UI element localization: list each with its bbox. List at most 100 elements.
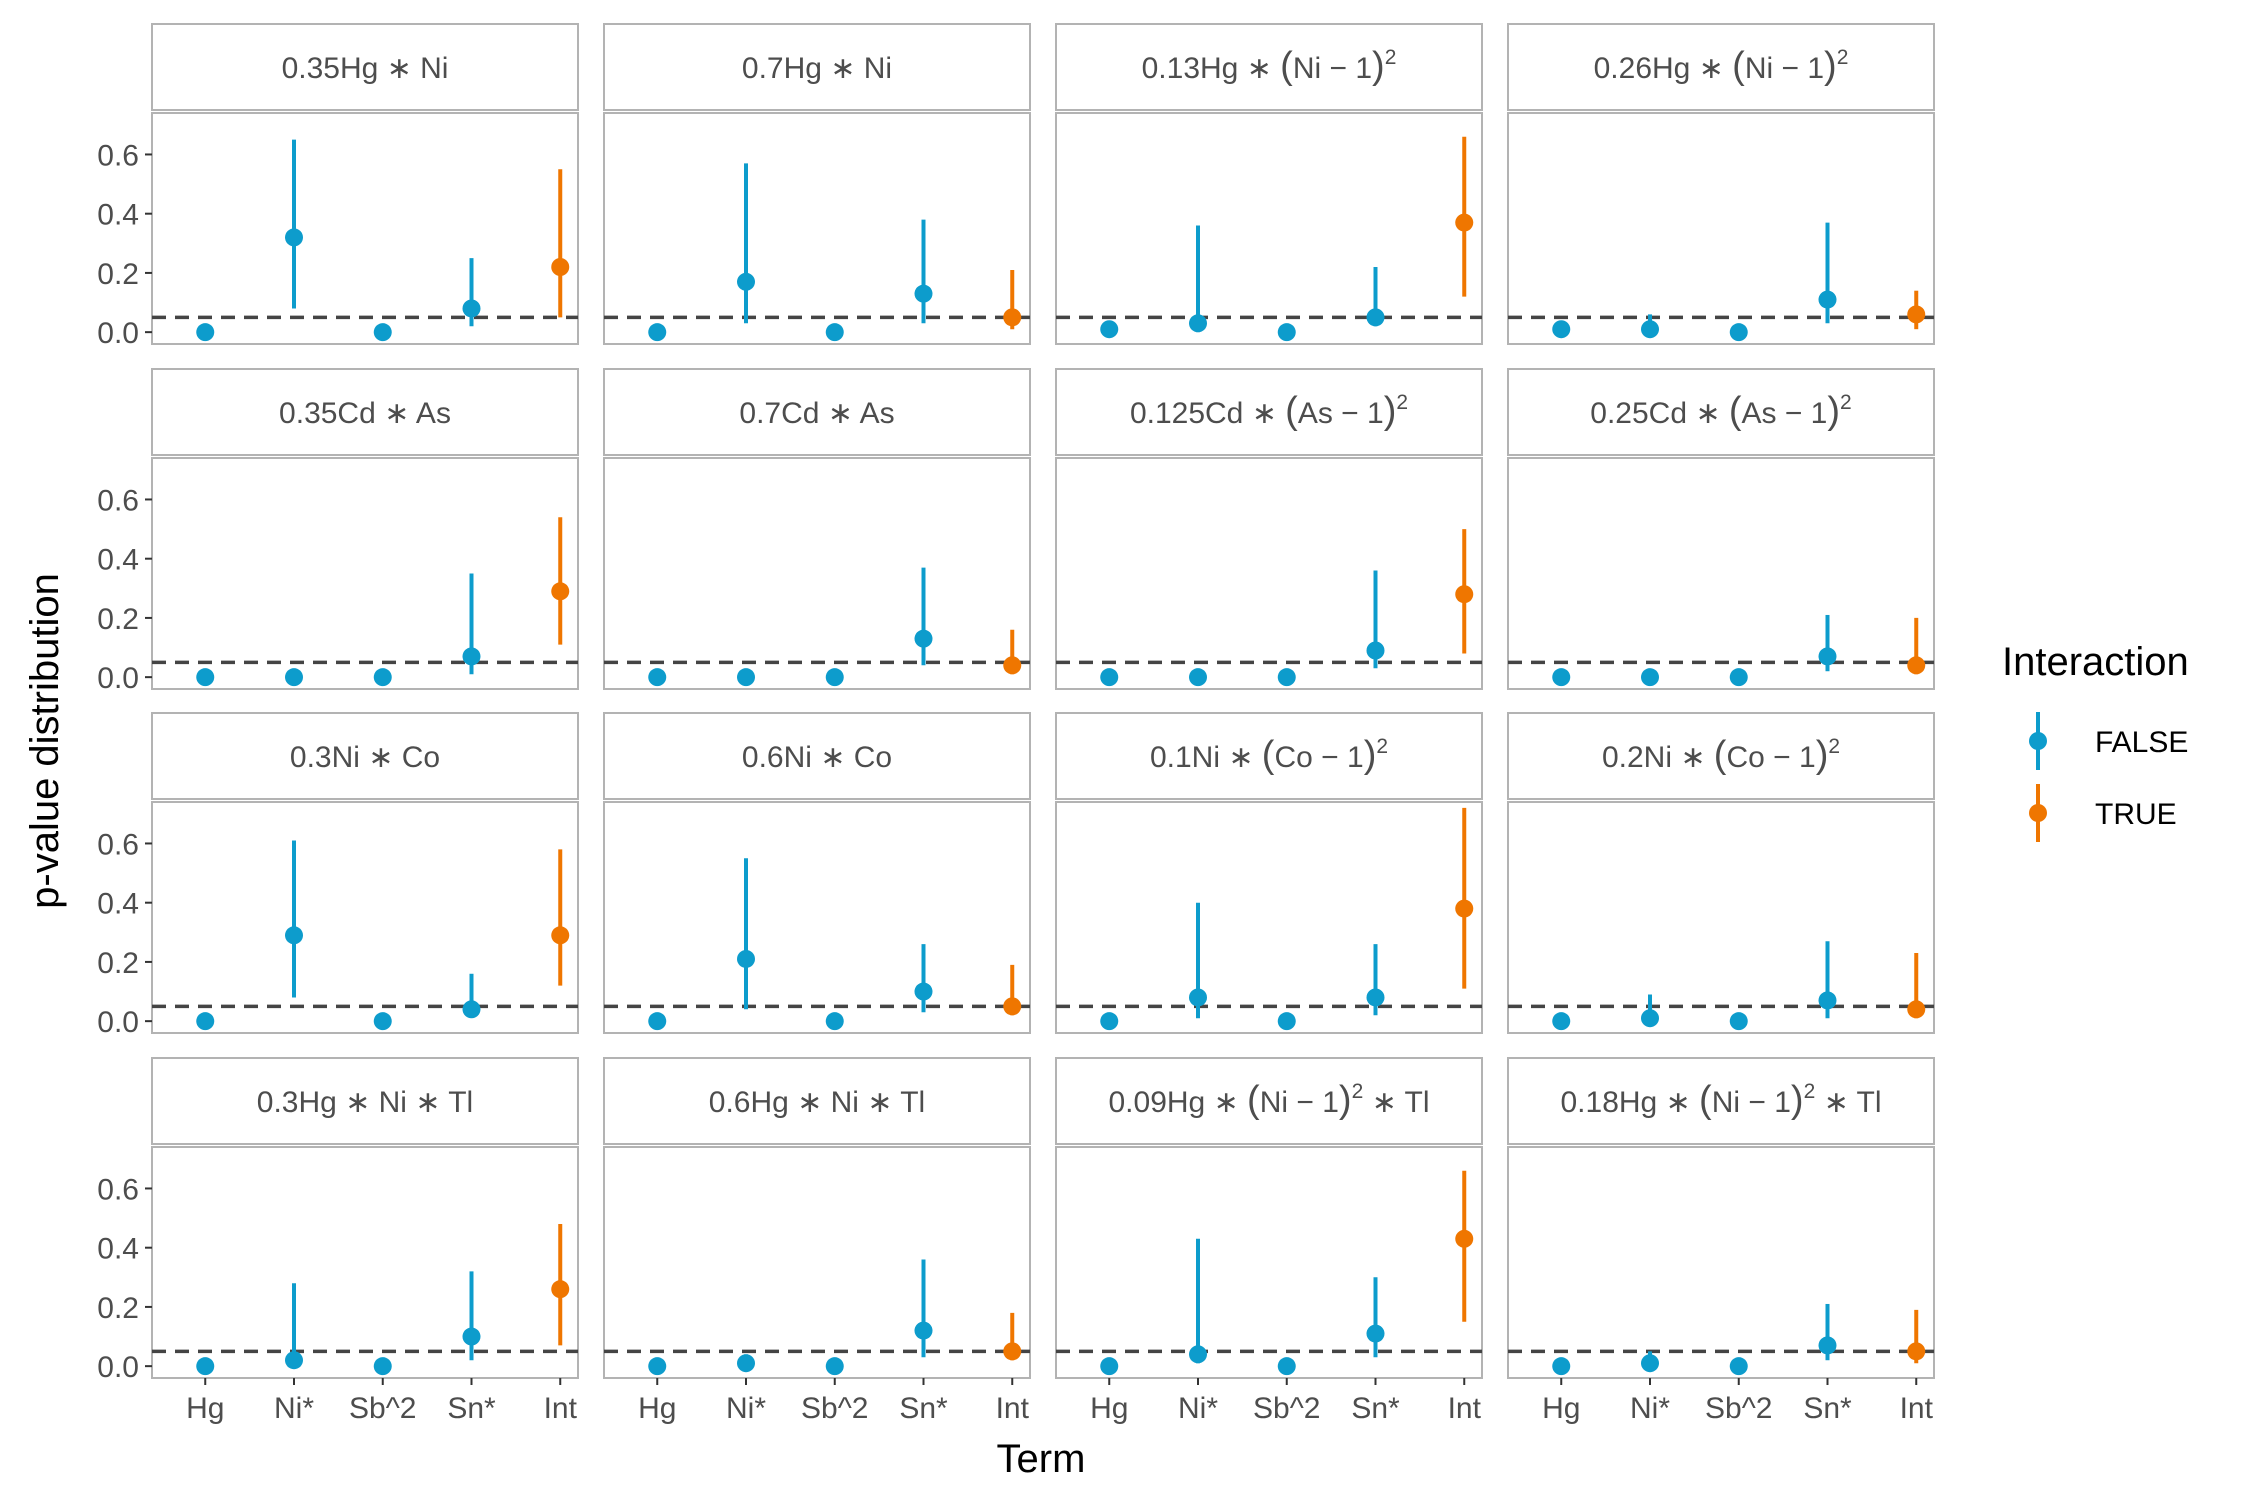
- x-tick-label: Sb^2: [801, 1392, 868, 1425]
- x-tick-label: Sn*: [899, 1392, 948, 1425]
- data-point: [648, 1012, 666, 1030]
- data-point: [1552, 1012, 1570, 1030]
- facet-label-part: (: [1699, 1079, 1712, 1121]
- data-point: [737, 273, 755, 291]
- facet-strip-label: 0.3Hg ∗ Ni ∗ Tl: [257, 1086, 473, 1119]
- facet-panel: 0.35Hg ∗ Ni: [152, 24, 578, 344]
- facet-panel: 0.7Cd ∗ As: [604, 369, 1030, 689]
- plot-panel: [1508, 113, 1934, 344]
- facet-strip-label: 0.18Hg ∗ (Ni − 1)2 ∗ Tl: [1560, 1079, 1881, 1121]
- data-point: [648, 1357, 666, 1375]
- data-point: [1455, 1230, 1473, 1248]
- x-tick-label: Hg: [186, 1392, 224, 1425]
- data-point: [1189, 668, 1207, 686]
- data-point: [826, 323, 844, 341]
- y-tick-label: 0.0: [97, 1006, 139, 1039]
- y-tick-label: 0.6: [97, 828, 139, 861]
- facet-label-part: ∗ Tl: [1815, 1086, 1881, 1119]
- facet-panel: 0.3Ni ∗ Co: [152, 713, 578, 1033]
- data-point: [1189, 314, 1207, 332]
- data-point: [1730, 323, 1748, 341]
- data-point: [915, 285, 933, 303]
- x-tick-label: Ni*: [274, 1392, 314, 1425]
- facet-strip-label: 0.25Cd ∗ (As − 1)2: [1590, 390, 1851, 432]
- facet-label-part: 0.35Cd ∗ As: [279, 397, 451, 430]
- facet-panel: 0.1Ni ∗ (Co − 1)2: [1056, 713, 1482, 1033]
- x-axes: Hg Ni* Sb^2 Sn* Int Hg Ni* Sb^2 Sn* Int Hg Ni* Sb^2 S…: [186, 1378, 1934, 1425]
- data-point: [1278, 668, 1296, 686]
- data-point: [1819, 991, 1837, 1009]
- data-point: [196, 323, 214, 341]
- plot-panel: [1056, 458, 1482, 689]
- data-point: [1278, 323, 1296, 341]
- facet-label-part: ): [1364, 734, 1377, 776]
- data-point: [1552, 1357, 1570, 1375]
- y-tick-label: 0.4: [97, 888, 139, 921]
- facet-strip-label: 0.35Hg ∗ Ni: [282, 52, 449, 85]
- y-tick-label: 0.6: [97, 484, 139, 517]
- data-point: [1100, 1357, 1118, 1375]
- data-point: [1730, 668, 1748, 686]
- facet-label-part: As − 1: [1298, 397, 1384, 430]
- legend-label: FALSE: [2095, 726, 2188, 759]
- x-tick-label: Int: [996, 1392, 1030, 1425]
- plot-panel: [1056, 1147, 1482, 1378]
- data-point: [1367, 1325, 1385, 1343]
- data-point: [915, 983, 933, 1001]
- data-point: [374, 323, 392, 341]
- facet-label-part: ): [1827, 390, 1840, 432]
- x-tick-label: Hg: [1542, 1392, 1580, 1425]
- data-point: [737, 668, 755, 686]
- data-point: [1003, 1342, 1021, 1360]
- facet-label-part: 0.6Hg ∗ Ni ∗ Tl: [709, 1086, 925, 1119]
- data-point: [1907, 1342, 1925, 1360]
- facet-panel: 0.6Ni ∗ Co: [604, 713, 1030, 1033]
- data-point: [551, 1280, 569, 1298]
- data-point: [551, 926, 569, 944]
- facet-label-part: ): [1824, 45, 1837, 87]
- data-point: [1641, 320, 1659, 338]
- data-point: [285, 228, 303, 246]
- facet-label-part: (: [1280, 45, 1293, 87]
- facet-strip-label: 0.6Ni ∗ Co: [742, 741, 892, 774]
- data-point: [737, 1354, 755, 1372]
- facet-panel: 0.13Hg ∗ (Ni − 1)2: [1056, 24, 1482, 344]
- facet-label-part: Co − 1: [1726, 741, 1815, 774]
- facet-label-part: 0.125Cd ∗: [1130, 397, 1285, 430]
- facet-strip-label: 0.125Cd ∗ (As − 1)2: [1130, 390, 1408, 432]
- data-point: [737, 950, 755, 968]
- facet-strip-label: 0.7Hg ∗ Ni: [742, 52, 892, 85]
- facet-label-part: ∗ Tl: [1363, 1086, 1429, 1119]
- data-point: [1100, 1012, 1118, 1030]
- facet-label-part: (: [1247, 1079, 1260, 1121]
- facet-label-part: ): [1372, 45, 1385, 87]
- facet-label-part: (: [1285, 390, 1298, 432]
- legend-item: TRUE: [2029, 784, 2177, 842]
- y-tick-label: 0.4: [97, 1233, 139, 1266]
- data-point: [1367, 988, 1385, 1006]
- facet-label-part: 0.09Hg ∗: [1108, 1086, 1247, 1119]
- plot-panel: [604, 458, 1030, 689]
- legend-key-point: [2029, 804, 2047, 822]
- facet-label-part: (: [1732, 45, 1745, 87]
- facet-label-part: 0.26Hg ∗: [1594, 52, 1733, 85]
- data-point: [463, 647, 481, 665]
- x-tick-label: Int: [1900, 1392, 1934, 1425]
- y-tick-label: 0.0: [97, 317, 139, 350]
- x-tick-label: Ni*: [1630, 1392, 1670, 1425]
- facet-label-part: 0.13Hg ∗: [1142, 52, 1281, 85]
- y-tick-label: 0.6: [97, 1173, 139, 1206]
- data-point: [1003, 656, 1021, 674]
- plot-panel: [1508, 802, 1934, 1033]
- facet-label-part: ): [1384, 390, 1397, 432]
- facet-strip-label: 0.7Cd ∗ As: [739, 397, 894, 430]
- data-point: [826, 668, 844, 686]
- data-point: [1730, 1357, 1748, 1375]
- data-point: [196, 1012, 214, 1030]
- y-tick-label: 0.0: [97, 662, 139, 695]
- facet-label-part: 0.25Cd ∗: [1590, 397, 1729, 430]
- facet-label-part: (: [1262, 734, 1275, 776]
- x-tick-label: Int: [1448, 1392, 1482, 1425]
- y-tick-label: 0.4: [97, 199, 139, 232]
